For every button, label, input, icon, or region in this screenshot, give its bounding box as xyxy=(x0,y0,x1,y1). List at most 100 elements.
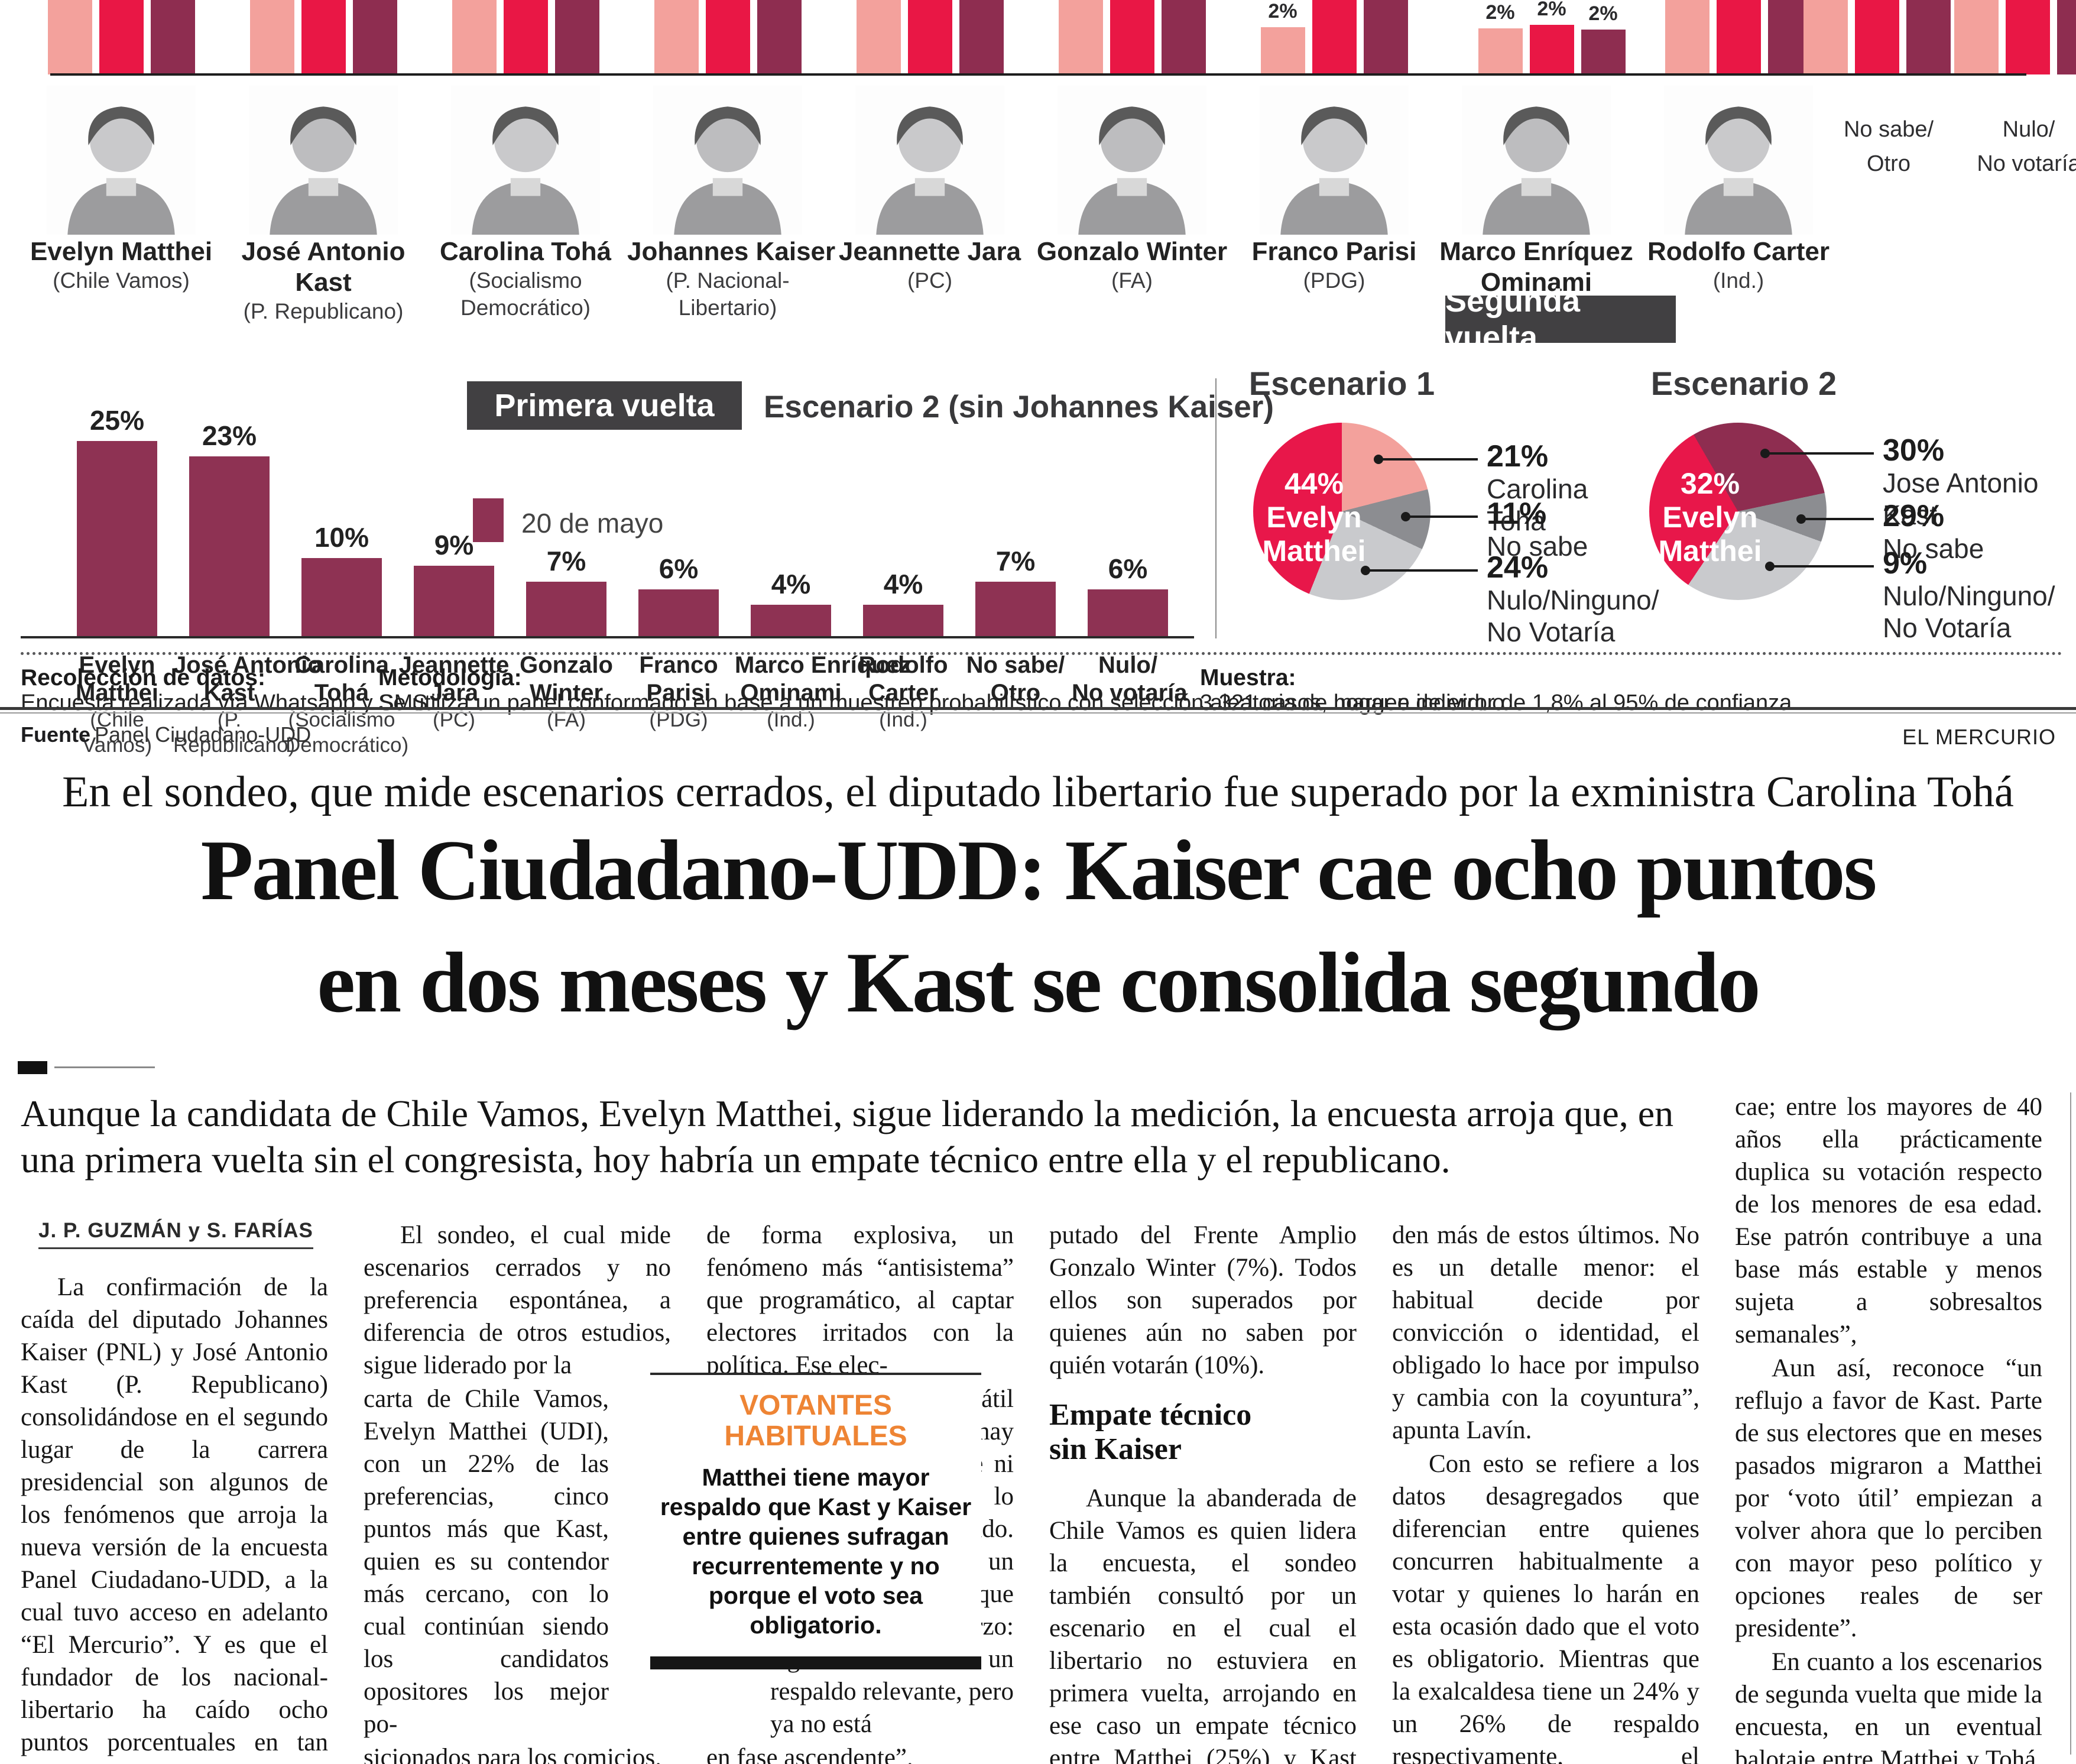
top-chart-bar xyxy=(757,0,802,74)
pie-callout-label: 29% No sabe xyxy=(1883,499,1984,564)
candidate-name: Evelyn Matthei xyxy=(30,237,213,266)
bar-category-label: No sabe/Otro xyxy=(966,652,1065,706)
candidate-name: Jeannette Jara xyxy=(838,237,1021,266)
bar-category-label: Carolina Tohá (Socialismo Democrático) xyxy=(286,652,409,757)
candidate-card: José Antonio Kast (P. Republicano) xyxy=(223,84,424,325)
candidate-party: (P. Nacional- xyxy=(666,268,790,293)
body-paragraph: El sondeo, el cual mide escenarios cerra… xyxy=(364,1221,671,1379)
pull-quote-top-rule xyxy=(650,1373,981,1375)
top-chart-bar xyxy=(99,0,144,74)
body-paragraph: cae; entre los mayores de 40 años ella p… xyxy=(1735,1093,2042,1348)
top-chart-bar xyxy=(301,0,346,74)
pie-callout-label: 24% Nulo/Ninguno/No Votaría xyxy=(1487,550,1659,647)
pull-quote-box: VOTANTES HABITUALES Matthei tiene mayor … xyxy=(650,1373,981,1669)
candidate-party: (FA) xyxy=(1111,268,1153,293)
candidate-party: (P. Republicano) xyxy=(243,299,404,323)
bar-Rodolfo Carter (Ind.) xyxy=(863,605,943,636)
section-divider xyxy=(1215,378,1217,638)
legend-swatch xyxy=(473,498,504,542)
candidate-name: Kast xyxy=(295,268,352,297)
body-paragraph: La confirmación de la caída del diputado… xyxy=(21,1273,328,1764)
top-chart-bar xyxy=(1716,0,1761,74)
pie-inside-label: 44% Evelyn Matthei xyxy=(1262,467,1366,568)
kicker: En el sondeo, que mide escenarios cerrad… xyxy=(62,768,2014,816)
body-column-4: putado del Frente Amplio Gonzalo Winter … xyxy=(1049,1219,1357,1764)
bar-value: 9% xyxy=(434,530,474,561)
top-chart-bar-value: 2% xyxy=(1537,0,1566,20)
headline-line-1: Panel Ciudadano-UDD: Kaiser cae ocho pun… xyxy=(200,822,1877,918)
primera-vuelta-badge: Primera vuelta xyxy=(467,381,742,430)
bar-Nulo/No votaría xyxy=(1088,589,1168,636)
top-chart-bar xyxy=(856,0,901,74)
top-chart-bar xyxy=(1058,0,1103,74)
body-paragraph: carta de Chile Vamos, Evelyn Matthei (UD… xyxy=(364,1385,609,1738)
pie-callout-label: 30% Jose Antonio Kast xyxy=(1883,433,2039,530)
candidate-photo xyxy=(1436,84,1637,236)
bar-chart-baseline xyxy=(21,636,1194,638)
top-chart-bar xyxy=(1312,0,1357,74)
bar-value: 4% xyxy=(771,569,811,600)
bar-category-label: Gonzalo Winter (FA) xyxy=(520,652,613,731)
top-chart-bar xyxy=(1906,0,1951,74)
candidate-photo xyxy=(1031,84,1232,236)
callout-line xyxy=(1365,569,1478,572)
fuente-value: Panel Ciudadano-UDD xyxy=(95,722,312,747)
top-chart-bar xyxy=(1954,0,1999,74)
bar-value: 4% xyxy=(883,569,923,600)
recoleccion-value: Encuesta realizada vía Whatsapp y SMS. xyxy=(21,690,434,715)
top-chart-bar xyxy=(1665,0,1710,74)
escenario-1-pie-title: Escenario 1 xyxy=(1248,365,1435,402)
pie-callout-label: 21% Carolina Tohá xyxy=(1487,439,1588,536)
bar-Gonzalo Winter (FA) xyxy=(526,581,606,636)
top-chart-bar xyxy=(959,0,1004,74)
callout-line xyxy=(1770,565,1874,568)
bar-category-label: Jeannette Jara (PC) xyxy=(398,652,510,731)
candidate-photo xyxy=(1638,84,1839,236)
candidate-party: (PDG) xyxy=(1303,268,1365,293)
candidate-photo xyxy=(21,84,222,236)
top-chart-bar xyxy=(1581,30,1626,74)
top-chart-bar xyxy=(1854,0,1899,74)
top-chart-bar xyxy=(249,0,294,74)
byline: J. P. GUZMÁN y S. FARÍAS xyxy=(38,1219,313,1249)
dotted-separator xyxy=(21,652,2063,655)
headline-line-2: en dos meses y Kast se consolida segundo xyxy=(317,935,1760,1030)
pull-quote-bottom-bar xyxy=(650,1656,981,1669)
metodologia-value: Se utiliza un panel conformado en base a… xyxy=(378,690,1511,715)
candidate-name: Gonzalo Winter xyxy=(1036,237,1228,266)
bar-value: 7% xyxy=(546,545,586,576)
recoleccion-label: Recolección de datos: xyxy=(21,665,265,690)
bar-value: 10% xyxy=(314,522,369,553)
bar-José Antonio Kast (P. Republicano) xyxy=(189,456,270,636)
escenario-2-pie-title: Escenario 2 xyxy=(1650,365,1837,402)
muestra-value: 3.321 casos, margen de error de 1,8% al … xyxy=(1200,690,1798,715)
top-chart-bar xyxy=(1478,28,1523,74)
candidate-card: Rodolfo Carter (Ind.) xyxy=(1638,84,1839,294)
body-paragraph: den más de estos últimos. No es un detal… xyxy=(1392,1221,1699,1444)
pie-callout-label: 11% No sabe xyxy=(1487,497,1588,562)
body-paragraph: sicionados para los comicios. xyxy=(364,1744,661,1764)
segunda-vuelta-badge: Segunda vuelta xyxy=(1445,283,1676,355)
top-chart-bar xyxy=(554,0,599,74)
candidate-party: (Socialismo xyxy=(469,268,582,293)
candidate-photo xyxy=(425,84,626,236)
candidate-card: Evelyn Matthei (Chile Vamos) xyxy=(21,84,222,294)
candidate-card: Johannes Kaiser (P. Nacional- Libertario) xyxy=(627,84,835,322)
candidate-photo xyxy=(829,84,1030,236)
top-chart-bar xyxy=(1363,0,1408,74)
top-chart-bar xyxy=(2005,0,2050,74)
top-chart-bar xyxy=(47,0,92,74)
top-chart-bar xyxy=(907,0,952,74)
top-chart-baseline xyxy=(50,73,2026,76)
body-column-2: El sondeo, el cual mide escenarios cerra… xyxy=(364,1219,671,1764)
body-column-1: La confirmación de la caída del diputado… xyxy=(21,1271,328,1764)
right-column-rule xyxy=(2070,1092,2071,1755)
pie-callout-label: 9% Nulo/Ninguno/No Votaría xyxy=(1883,546,2055,643)
bar-value: 6% xyxy=(1108,553,1148,584)
bar-No sabe/Otro xyxy=(975,581,1056,636)
top-chart-bar xyxy=(150,0,195,74)
top-chart-bar xyxy=(452,0,497,74)
muestra-label: Muestra: xyxy=(1200,665,1296,690)
